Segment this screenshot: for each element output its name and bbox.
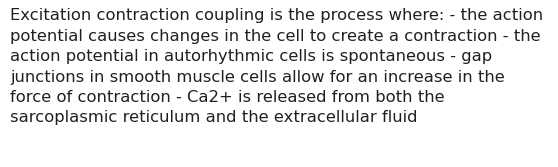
Text: Excitation contraction coupling is the process where: - the action
potential cau: Excitation contraction coupling is the p… <box>10 8 543 125</box>
